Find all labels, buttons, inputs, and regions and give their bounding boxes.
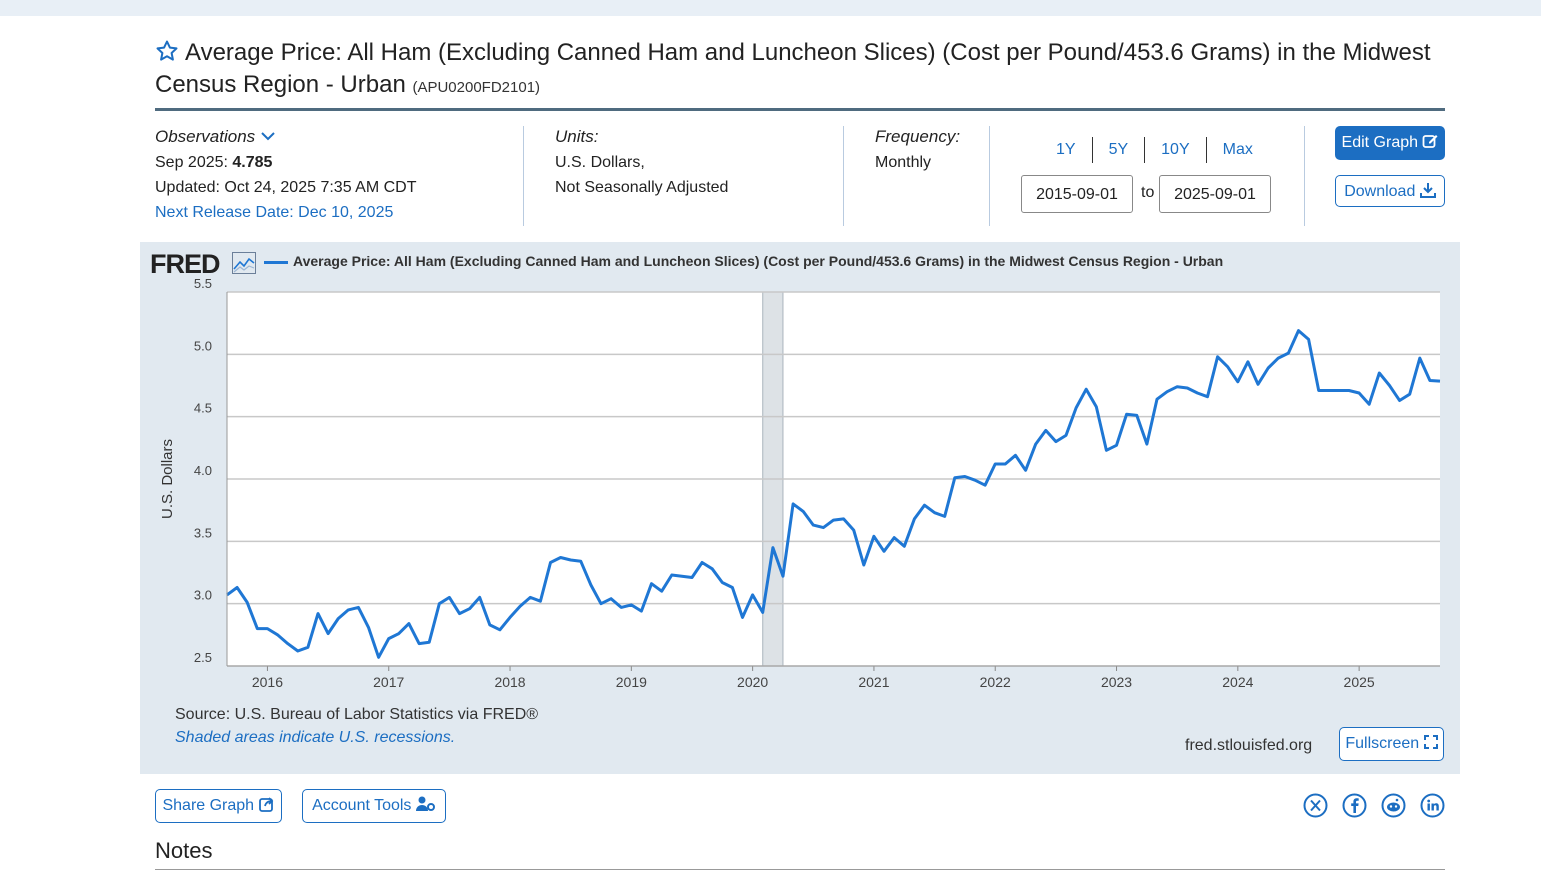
line-chart: 2.5 3.0 3.5 4.0 4.5 5.0 5.5 2016 2017 2018 2019 202…: [159, 276, 1441, 690]
x-icon[interactable]: [1303, 793, 1328, 818]
y-tick-label: 4.0: [194, 463, 212, 478]
y-tick-label: 3.0: [194, 588, 212, 603]
chart-legend: Average Price: All Ham (Excluding Canned…: [264, 253, 1223, 269]
source-note: Source: U.S. Bureau of Labor Statistics …: [175, 706, 539, 723]
frequency-value: Monthly: [875, 154, 932, 171]
fred-logo-text: FRED: [150, 249, 220, 279]
star-icon[interactable]: [155, 39, 179, 70]
units-block: Units: U.S. Dollars, Not Seasonally Adju…: [555, 124, 728, 200]
observations-label: Observations: [155, 127, 256, 146]
range-max[interactable]: Max: [1222, 141, 1253, 158]
latest-observation: Sep 2025: 4.785: [155, 150, 416, 175]
x-tick-label: 2018: [494, 674, 525, 690]
chevron-down-icon: [260, 129, 276, 146]
divider: [989, 126, 990, 226]
edit-graph-label: Edit Graph: [1341, 134, 1419, 151]
top-band: [0, 0, 1541, 16]
divider: [1304, 126, 1305, 226]
edit-icon: [1422, 134, 1438, 151]
share-icon: [258, 797, 275, 814]
download-icon: [1419, 183, 1436, 200]
fullscreen-label: Fullscreen: [1345, 735, 1420, 752]
reddit-icon[interactable]: [1381, 793, 1406, 818]
series-header: Average Price: All Ham (Excluding Canned…: [155, 38, 1445, 102]
units-label: Units:: [555, 127, 599, 146]
page-title: Average Price: All Ham (Excluding Canned…: [155, 38, 1445, 102]
range-10y[interactable]: 10Y: [1145, 137, 1207, 163]
x-tick-label: 2019: [616, 674, 647, 690]
share-graph-button[interactable]: Share Graph: [155, 789, 282, 823]
x-tick-label: 2016: [252, 674, 283, 690]
observations-toggle[interactable]: Observations: [155, 124, 416, 150]
x-tick-label: 2025: [1344, 674, 1375, 690]
fullscreen-button[interactable]: Fullscreen: [1339, 727, 1444, 761]
observations-block: Observations Sep 2025: 4.785 Updated: Oc…: [155, 124, 416, 225]
divider: [523, 126, 524, 226]
frequency-block: Frequency: Monthly: [875, 124, 960, 175]
expand-icon: [1423, 735, 1438, 752]
y-tick-label: 4.5: [194, 401, 212, 416]
fred-url: fred.stlouisfed.org: [1185, 737, 1313, 754]
x-tick-label: 2017: [373, 674, 404, 690]
divider: [843, 126, 844, 226]
range-selector: 1Y 5Y 10Y Max: [1040, 137, 1269, 163]
y-tick-label: 2.5: [194, 650, 212, 665]
series-id: (APU0200FD2101): [412, 79, 541, 96]
fred-logo: FRED: [150, 249, 220, 280]
y-axis-label: U.S. Dollars: [159, 439, 176, 519]
download-label: Download: [1344, 183, 1416, 200]
download-button[interactable]: Download: [1335, 175, 1445, 207]
account-tools-label: Account Tools: [312, 797, 412, 814]
x-tick-label: 2023: [1101, 674, 1132, 690]
next-release-link[interactable]: Next Release Date: Dec 10, 2025: [155, 204, 394, 221]
range-5y[interactable]: 5Y: [1093, 137, 1146, 163]
recession-note[interactable]: Shaded areas indicate U.S. recessions.: [175, 729, 456, 746]
y-tick-label: 3.5: [194, 525, 212, 540]
notes-rule: [155, 869, 1445, 870]
chart-icon: [232, 252, 256, 279]
legend-series-name: Average Price: All Ham (Excluding Canned…: [293, 253, 1224, 269]
user-gear-icon: [415, 796, 436, 814]
account-tools-button[interactable]: Account Tools: [302, 789, 446, 823]
title-rule: [155, 108, 1445, 111]
updated-date: Updated: Oct 24, 2025 7:35 AM CDT: [155, 179, 417, 196]
end-date-input[interactable]: 2025-09-01: [1159, 175, 1271, 213]
latest-period: Sep 2025:: [155, 154, 228, 171]
edit-graph-button[interactable]: Edit Graph: [1335, 126, 1445, 160]
units-value: U.S. Dollars,: [555, 154, 645, 171]
facebook-icon[interactable]: [1342, 793, 1367, 818]
x-tick-label: 2021: [858, 674, 889, 690]
notes-heading: Notes: [155, 838, 213, 863]
seasonal-adjustment: Not Seasonally Adjusted: [555, 179, 729, 196]
latest-value: 4.785: [232, 154, 273, 171]
x-tick-label: 2020: [737, 674, 768, 690]
legend-swatch: [264, 260, 288, 264]
series-line: [226, 329, 1441, 659]
frequency-label: Frequency:: [875, 127, 961, 146]
y-tick-label: 5.0: [194, 338, 212, 353]
x-tick-label: 2022: [980, 674, 1011, 690]
linkedin-icon[interactable]: [1420, 793, 1445, 818]
start-date-input[interactable]: 2015-09-01: [1021, 175, 1133, 213]
series-title: Average Price: All Ham (Excluding Canned…: [155, 39, 1431, 98]
share-graph-label: Share Graph: [162, 797, 255, 814]
to-label: to: [1141, 184, 1155, 201]
range-1y[interactable]: 1Y: [1040, 137, 1093, 163]
y-tick-label: 5.5: [194, 276, 212, 291]
x-tick-label: 2024: [1222, 674, 1253, 690]
